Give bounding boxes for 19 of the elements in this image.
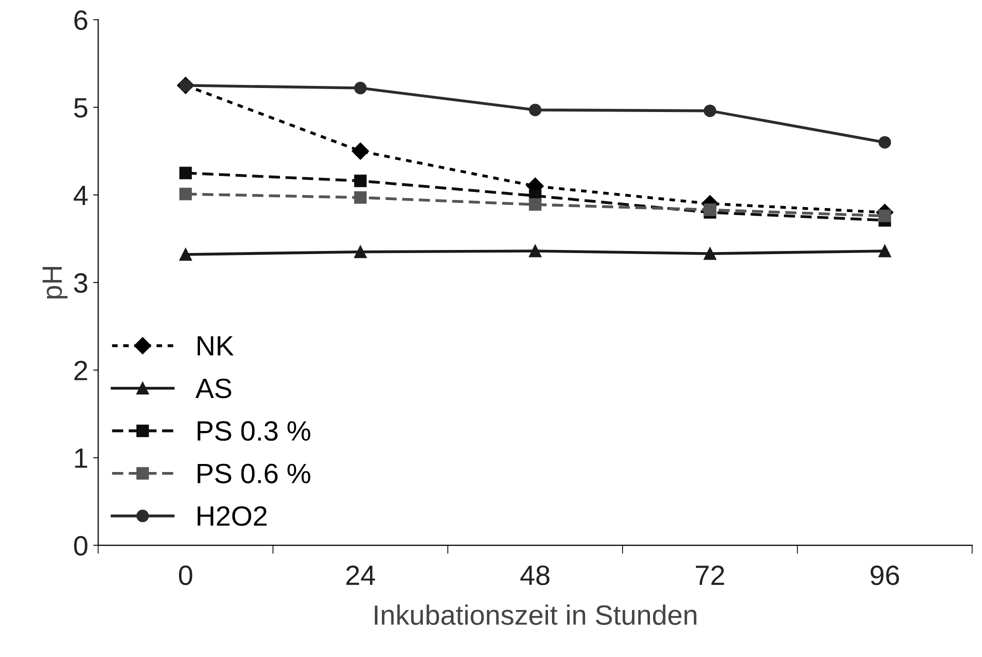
legend-label: AS [195, 378, 232, 398]
y-axis-title: pH [42, 267, 68, 298]
y-tick-label: 5 [74, 98, 88, 118]
legend-label: NK [198, 336, 234, 356]
x-tick-label: 96 [870, 565, 900, 586]
y-tick-label: 6 [74, 10, 88, 30]
y-tick-label: 4 [74, 186, 88, 205]
x-tick-label: 24 [346, 565, 376, 585]
y-tick-label: 3 [74, 273, 88, 293]
legend-label: PS 0.3 % [198, 421, 310, 441]
y-tick-label: 1 [75, 448, 88, 468]
x-tick-label: 0 [178, 565, 192, 586]
legend-label: PS 0.6 % [198, 464, 310, 484]
y-tick-label: 0 [74, 536, 88, 556]
x-axis-title: Inkubationszeit in Stunden [374, 604, 696, 625]
legend-label: H2O2 [198, 506, 267, 526]
x-tick-label: 48 [520, 565, 550, 586]
y-tick-label: 2 [74, 360, 88, 380]
x-tick-label: 72 [696, 565, 724, 585]
